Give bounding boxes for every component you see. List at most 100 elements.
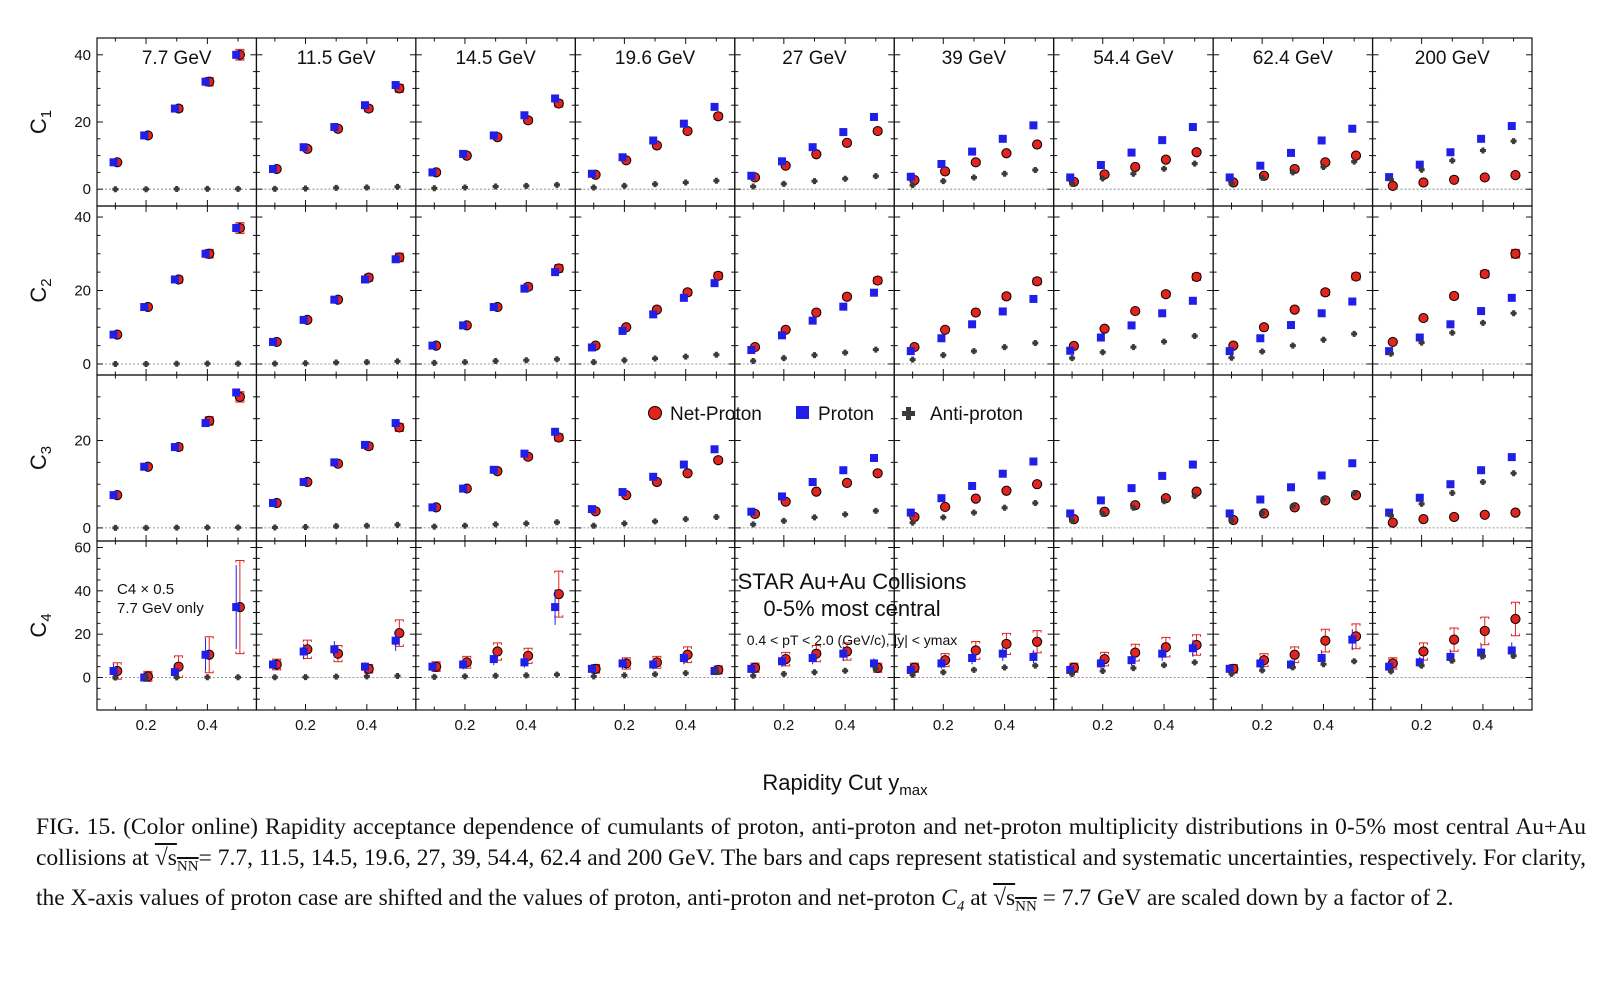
proton-point <box>360 101 369 110</box>
annotation-line3: 0.4 < pT < 2.0 (GeV/c), |y| < ymax <box>747 632 958 648</box>
proton-point <box>1096 659 1105 668</box>
data-marks <box>109 48 1521 682</box>
anti-proton-point <box>1449 489 1456 496</box>
anti-proton-point <box>590 184 597 191</box>
x-tick-label: 0.2 <box>295 717 316 734</box>
anti-proton-point <box>1032 167 1039 174</box>
net-proton-point <box>940 166 951 177</box>
proton-point <box>869 659 878 668</box>
x-tick-label: 0.4 <box>994 717 1015 734</box>
proton-point <box>937 494 946 503</box>
proton-point <box>1415 493 1424 502</box>
proton-point <box>1127 484 1136 493</box>
proton-point <box>1029 121 1038 130</box>
anti-proton-point <box>1099 175 1106 182</box>
anti-proton-point <box>909 182 916 189</box>
proton-point <box>459 484 468 493</box>
proton-point <box>489 655 498 664</box>
anti-proton-point <box>461 184 468 191</box>
proton-point <box>428 662 437 671</box>
anti-proton-point <box>1259 667 1266 674</box>
proton-point <box>1286 148 1295 157</box>
anti-proton-point <box>621 672 628 679</box>
anti-proton-point <box>1099 668 1106 674</box>
anti-proton-point <box>1479 319 1486 326</box>
caption-line4a: and the values of proton, anti-proton an… <box>448 884 942 911</box>
proton-point <box>1286 483 1295 492</box>
y-tick-label: 40 <box>74 209 91 226</box>
anti-proton-point <box>173 360 180 367</box>
anti-proton-point <box>872 173 879 180</box>
x-tick-label: 0.4 <box>516 717 537 734</box>
proton-point <box>360 275 369 284</box>
proton-point <box>1127 148 1136 157</box>
anti-proton-point <box>780 517 787 524</box>
net-proton-cap <box>1320 628 1330 653</box>
proton-point <box>618 326 627 335</box>
anti-proton-point <box>143 674 150 681</box>
legend-anti-proton-label: Anti-proton <box>930 404 1023 425</box>
net-proton-point <box>682 468 693 479</box>
anti-proton-point <box>1259 174 1266 181</box>
anti-proton-point <box>333 523 340 530</box>
anti-proton-point <box>492 521 499 528</box>
net-proton-point <box>970 157 981 168</box>
anti-proton-point <box>842 175 849 182</box>
proton-point <box>1348 635 1357 644</box>
anti-proton-point <box>394 358 401 365</box>
anti-proton-point <box>970 174 977 181</box>
anti-proton-point <box>811 178 818 185</box>
x-tick-label: 0.4 <box>835 717 856 734</box>
proton-point <box>1317 309 1326 318</box>
proton-point <box>1385 508 1394 517</box>
anti-proton-point <box>1510 310 1517 317</box>
anti-proton-point <box>1069 671 1076 678</box>
proton-point <box>777 492 786 501</box>
net-proton-point <box>970 307 981 318</box>
proton-point <box>201 77 210 86</box>
panel-frame <box>415 374 576 542</box>
proton-point <box>140 462 149 471</box>
anti-proton-point <box>461 673 468 680</box>
anti-proton-point <box>143 186 150 193</box>
proton-point <box>587 505 596 514</box>
anti-proton-point <box>1387 176 1394 183</box>
proton-point <box>777 657 786 666</box>
net-proton-point <box>1479 268 1490 280</box>
anti-proton-point <box>302 524 309 531</box>
net-proton-point <box>1001 485 1012 496</box>
panel-frame <box>255 205 417 376</box>
proton-point <box>906 508 915 517</box>
proton-point <box>391 419 400 428</box>
proton-point <box>710 445 719 454</box>
anti-proton-point <box>1510 470 1517 477</box>
proton-point <box>839 128 848 137</box>
proton-point <box>649 310 658 319</box>
proton-point <box>808 143 817 152</box>
net-proton-point <box>811 307 822 318</box>
proton-point <box>1256 495 1265 504</box>
proton-point <box>1256 659 1265 668</box>
net-proton-point <box>1258 322 1270 333</box>
proton-point <box>937 659 946 668</box>
anti-proton-point <box>811 514 818 521</box>
proton-point <box>459 660 468 669</box>
proton-point <box>1158 649 1167 658</box>
anti-proton-point <box>1099 510 1106 517</box>
proton-point <box>1507 122 1516 131</box>
anti-proton-point <box>682 670 689 677</box>
anti-proton-point <box>842 511 849 518</box>
net-proton-cap <box>1510 601 1520 637</box>
anti-proton-point <box>780 355 787 362</box>
net-proton-point <box>1160 154 1171 165</box>
proton-point <box>1477 648 1486 657</box>
anti-proton-point <box>1449 157 1456 164</box>
y-tick-label: 0 <box>83 181 91 198</box>
proton-point <box>489 303 498 312</box>
anti-proton-point <box>1320 336 1327 343</box>
proton-point <box>330 295 339 304</box>
proton-point <box>299 143 308 152</box>
net-proton-point <box>1510 507 1521 518</box>
anti-proton-point <box>1191 160 1198 167</box>
anti-proton-point <box>621 357 628 364</box>
